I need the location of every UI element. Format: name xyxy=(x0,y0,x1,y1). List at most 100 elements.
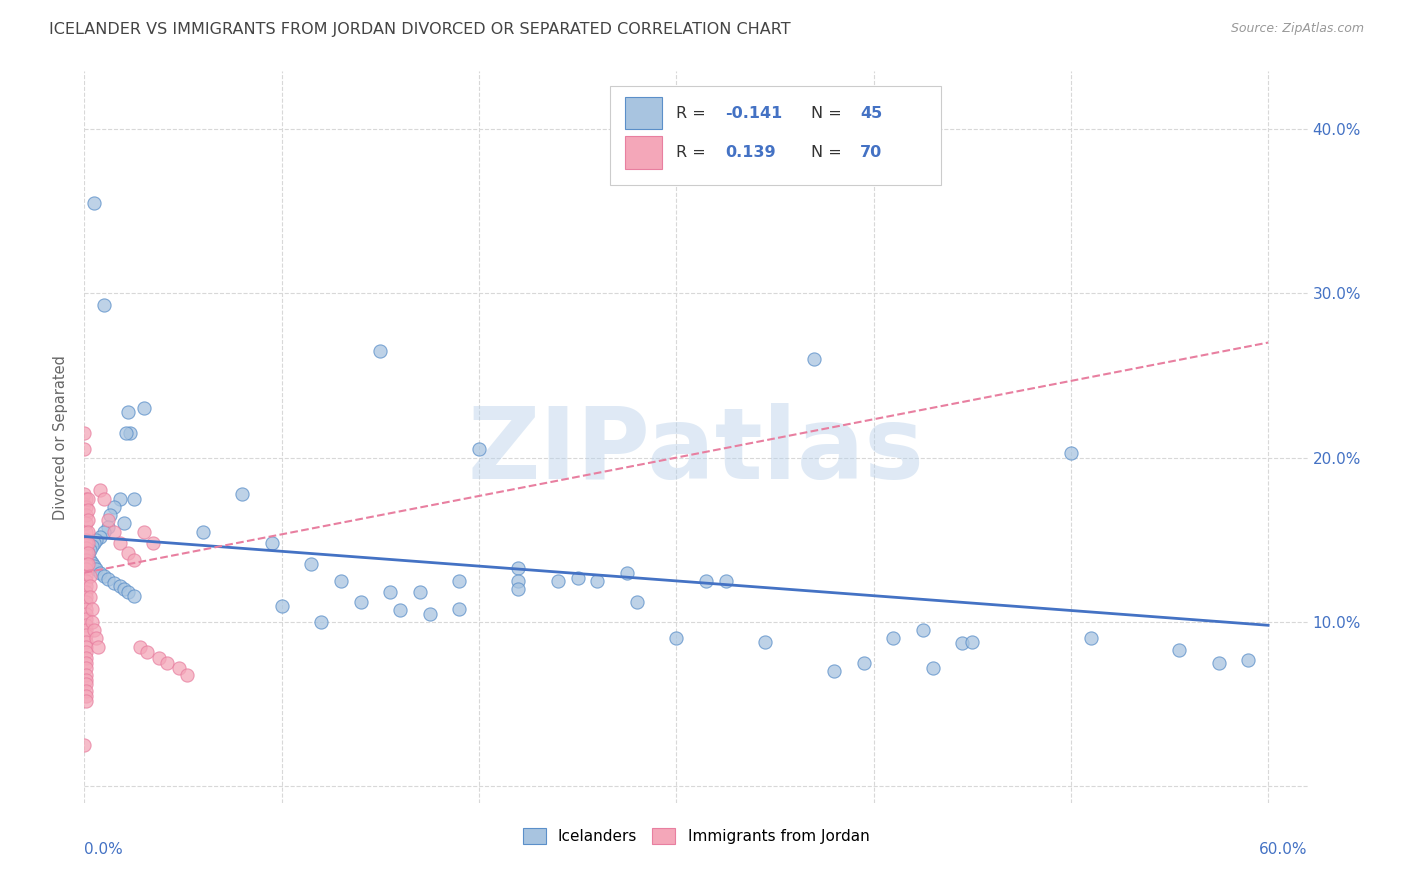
Point xyxy=(75,546,97,560)
Point xyxy=(79,542,101,557)
Point xyxy=(299,558,322,572)
Point xyxy=(380,585,402,599)
Point xyxy=(75,661,97,675)
Point xyxy=(75,667,97,681)
Point xyxy=(75,618,97,632)
Point xyxy=(75,591,97,605)
Point xyxy=(616,566,638,580)
Point xyxy=(87,640,110,654)
Point xyxy=(82,540,104,554)
Point xyxy=(103,500,125,514)
Point xyxy=(77,513,100,527)
FancyBboxPatch shape xyxy=(610,86,941,185)
Text: 45: 45 xyxy=(860,105,882,120)
Point xyxy=(118,425,141,440)
Point xyxy=(75,624,97,638)
Point xyxy=(83,559,105,574)
Point xyxy=(148,651,170,665)
Point xyxy=(567,571,589,585)
Point xyxy=(75,607,97,621)
Point xyxy=(83,624,105,638)
Point xyxy=(98,508,121,523)
Point xyxy=(231,487,253,501)
Point xyxy=(79,552,101,566)
Text: ZIPatlas: ZIPatlas xyxy=(468,403,924,500)
Point xyxy=(329,574,352,588)
Point xyxy=(1060,446,1083,460)
Y-axis label: Divorced or Separated: Divorced or Separated xyxy=(53,355,69,519)
Point xyxy=(449,602,471,616)
Text: 70: 70 xyxy=(860,145,882,160)
Point xyxy=(950,636,973,650)
Point xyxy=(75,558,97,572)
Point xyxy=(75,689,97,703)
Point xyxy=(73,425,96,440)
Point xyxy=(73,739,96,753)
Point xyxy=(960,634,983,648)
Point xyxy=(77,524,100,539)
Point xyxy=(852,656,875,670)
Point xyxy=(75,524,97,539)
Point xyxy=(122,491,145,506)
Point xyxy=(508,582,530,596)
Point xyxy=(75,574,97,588)
Point xyxy=(128,640,150,654)
Point xyxy=(136,644,159,658)
Point xyxy=(508,560,530,574)
Point xyxy=(77,503,100,517)
Point xyxy=(75,536,97,550)
Point xyxy=(75,673,97,687)
Point xyxy=(75,651,97,665)
Point xyxy=(368,343,391,358)
Legend: Icelanders, Immigrants from Jordan: Icelanders, Immigrants from Jordan xyxy=(516,822,876,850)
Text: Source: ZipAtlas.com: Source: ZipAtlas.com xyxy=(1230,22,1364,36)
Point xyxy=(75,508,97,523)
FancyBboxPatch shape xyxy=(626,97,662,129)
Point xyxy=(75,569,97,583)
Point xyxy=(84,562,107,576)
Text: ICELANDER VS IMMIGRANTS FROM JORDAN DIVORCED OR SEPARATED CORRELATION CHART: ICELANDER VS IMMIGRANTS FROM JORDAN DIVO… xyxy=(49,22,790,37)
Point xyxy=(695,574,717,588)
Point xyxy=(409,585,432,599)
Point xyxy=(142,536,165,550)
Point xyxy=(77,491,100,506)
Point xyxy=(911,624,934,638)
Point xyxy=(89,483,111,498)
Point xyxy=(79,569,101,583)
Point xyxy=(77,536,100,550)
Point xyxy=(82,602,104,616)
Point xyxy=(93,491,115,506)
Point xyxy=(468,442,491,457)
Point xyxy=(73,487,96,501)
Point xyxy=(75,602,97,616)
Point xyxy=(260,536,283,550)
Text: -0.141: -0.141 xyxy=(725,105,783,120)
Point xyxy=(156,656,179,670)
Point xyxy=(82,615,104,629)
Point xyxy=(665,632,688,646)
Point xyxy=(75,628,97,642)
Point xyxy=(191,524,214,539)
Point xyxy=(103,575,125,590)
Point xyxy=(75,677,97,691)
Point xyxy=(309,615,332,629)
Point xyxy=(389,603,412,617)
Point xyxy=(167,661,190,675)
Point xyxy=(714,574,737,588)
Point xyxy=(75,516,97,531)
Point xyxy=(75,541,97,555)
Point xyxy=(508,574,530,588)
Point xyxy=(77,546,100,560)
Text: 0.0%: 0.0% xyxy=(84,842,124,856)
Text: N =: N = xyxy=(811,145,846,160)
Point xyxy=(132,401,155,416)
Text: R =: R = xyxy=(676,105,711,120)
Point xyxy=(75,634,97,648)
Point xyxy=(754,634,776,648)
Point xyxy=(79,591,101,605)
Point xyxy=(75,552,97,566)
Point xyxy=(117,585,139,599)
Point xyxy=(117,546,139,560)
Point xyxy=(419,607,441,621)
Point xyxy=(117,404,139,418)
